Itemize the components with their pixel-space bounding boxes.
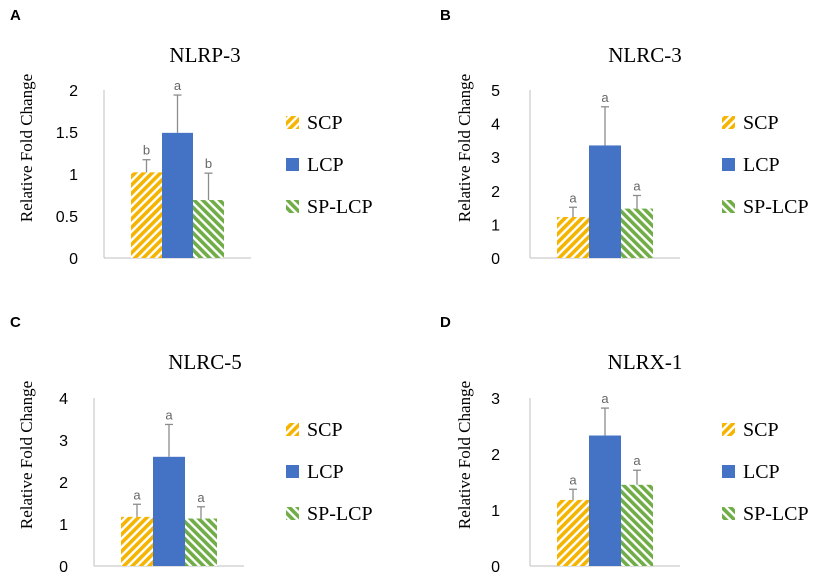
y-axis-label: Relative Fold Change (17, 74, 36, 222)
chart-title: NLRP-3 (169, 43, 240, 67)
panel-letter: A (10, 7, 21, 24)
significance-letter: a (197, 490, 205, 505)
legend-label-sp-lcp: SP-LCP (743, 503, 809, 525)
y-tick-label: 1 (59, 517, 68, 534)
y-tick-label: 4 (59, 391, 68, 408)
y-tick-label: 2 (69, 83, 78, 100)
legend-label-scp: SCP (307, 112, 343, 134)
bar-sp-lcp (185, 518, 217, 566)
bar-scp (121, 516, 153, 566)
y-tick-label: 0.5 (56, 209, 78, 226)
y-tick-label: 2 (59, 475, 68, 492)
bar-sp-lcp (193, 200, 224, 258)
legend-swatch-sp-lcp (722, 200, 735, 213)
legend-swatch-lcp (722, 465, 735, 478)
legend-label-lcp: LCP (307, 154, 344, 176)
legend-label-lcp: LCP (743, 461, 780, 483)
significance-letter: b (205, 156, 212, 171)
bar-lcp (153, 456, 185, 566)
legend-swatch-lcp (286, 465, 299, 478)
significance-letter: a (133, 487, 141, 502)
y-tick-label: 3 (59, 433, 68, 450)
legend-swatch-sp-lcp (286, 507, 299, 520)
legend-swatch-scp (286, 116, 299, 129)
significance-letter: a (601, 391, 609, 406)
chart-panel-d: D NLRX-1 Relative Fold Change 0 1 2 3 a a a SCP LCP… (440, 314, 809, 575)
bar-lcp (589, 435, 621, 566)
chart-title: NLRC-5 (168, 350, 242, 374)
y-tick-label: 2 (491, 184, 500, 201)
significance-letter: b (143, 143, 150, 158)
significance-letter: a (633, 453, 641, 468)
significance-letter: a (569, 190, 577, 205)
chart-title: NLRX-1 (608, 350, 683, 374)
legend-label-scp: SCP (743, 112, 779, 134)
y-axis-label: Relative Fold Change (17, 381, 36, 529)
legend-label-lcp: LCP (743, 154, 780, 176)
y-tick-label: 1 (69, 167, 78, 184)
panel-letter: B (440, 7, 451, 24)
y-tick-label: 4 (491, 117, 500, 134)
chart-panel-b: B NLRC-3 Relative Fold Change 0 1 2 3 4 5 a a a SCP L… (440, 7, 809, 268)
chart-title: NLRC-3 (608, 43, 682, 67)
panel-letter: C (10, 314, 21, 331)
bar-scp (557, 499, 589, 566)
significance-letter: a (165, 407, 173, 422)
y-axis-label: Relative Fold Change (455, 381, 474, 529)
bar-scp (557, 217, 589, 258)
y-tick-label: 1 (491, 217, 500, 234)
y-axis-label: Relative Fold Change (455, 74, 474, 222)
legend-swatch-scp (722, 116, 735, 129)
legend-swatch-scp (286, 423, 299, 436)
legend-label-scp: SCP (307, 419, 343, 441)
significance-letter: a (601, 90, 609, 105)
significance-letter: a (174, 78, 182, 93)
y-tick-label: 3 (491, 391, 500, 408)
bar-sp-lcp (621, 484, 653, 566)
y-tick-label: 0 (491, 251, 500, 268)
legend-swatch-sp-lcp (722, 507, 735, 520)
legend-swatch-sp-lcp (286, 200, 299, 213)
bar-sp-lcp (621, 208, 653, 258)
y-tick-label: 5 (491, 83, 500, 100)
significance-letter: a (569, 472, 577, 487)
panel-letter: D (440, 314, 451, 331)
chart-panel-c: C NLRC-5 Relative Fold Change 0 1 2 3 4 a a a SCP LC… (10, 314, 373, 575)
y-tick-label: 0 (69, 251, 78, 268)
legend-label-scp: SCP (743, 419, 779, 441)
legend-label-sp-lcp: SP-LCP (307, 196, 373, 218)
legend-label-sp-lcp: SP-LCP (743, 196, 809, 218)
y-tick-label: 2 (491, 447, 500, 464)
legend-swatch-lcp (286, 158, 299, 171)
legend-label-sp-lcp: SP-LCP (307, 503, 373, 525)
chart-panel-a: A NLRP-3 Relative Fold Change 0 0.5 1 1.5 2 b a b S… (10, 7, 373, 268)
legend-swatch-scp (722, 423, 735, 436)
y-tick-label: 1 (491, 503, 500, 520)
y-tick-label: 3 (491, 150, 500, 167)
legend-label-lcp: LCP (307, 461, 344, 483)
significance-letter: a (633, 179, 641, 194)
bar-lcp (162, 132, 193, 258)
bar-lcp (589, 145, 621, 258)
legend-swatch-lcp (722, 158, 735, 171)
y-tick-label: 1.5 (56, 125, 78, 142)
y-tick-label: 0 (491, 559, 500, 575)
bar-scp (131, 172, 162, 258)
y-tick-label: 0 (59, 559, 68, 575)
